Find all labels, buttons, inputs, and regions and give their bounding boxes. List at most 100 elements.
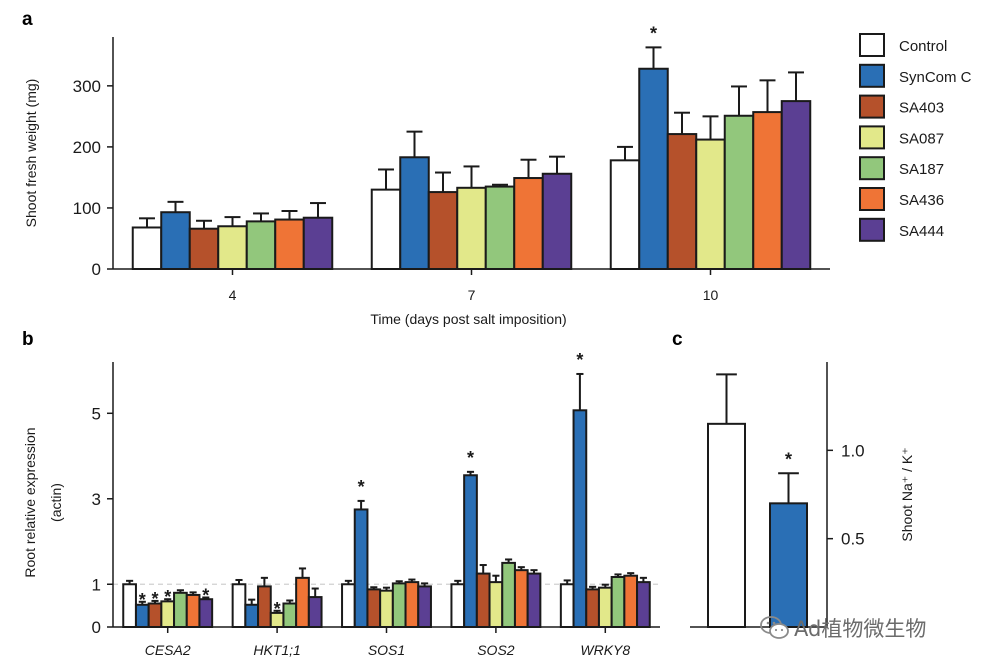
bar-a-sa403 [666,133,698,270]
bar-a-syncom-c [399,156,430,270]
y-axis-label-b-line1: Root relative expression [22,427,38,577]
gene-label: WRKY8 [580,642,630,658]
bar-b-syncom-c [244,603,260,628]
bar-b-sa436 [185,593,201,628]
bar-b-syncom-c-significance: * [467,448,474,468]
legend-swatch [859,33,885,57]
bar-a-sa187 [723,114,755,271]
bar-b-sa436 [623,574,639,628]
bar-a-control [131,226,163,270]
y-axis-label-a: Shoot fresh weight (mg) [23,79,39,228]
bar-b-sa436 [404,581,420,629]
bar-a-control [609,159,641,270]
legend-swatch [859,217,885,242]
bar-a-syncom-c [160,211,191,270]
bar-a-sa436 [274,218,305,270]
bar-a-sa187 [245,220,277,271]
bar-b-sa403 [475,572,491,628]
bar-b-sa087-significance: * [164,587,171,607]
y-tick-label-a: 100 [73,199,101,218]
y-tick-label-a: 200 [73,138,101,157]
bar-b-sa403 [366,588,382,628]
legend-label: SA187 [899,161,944,178]
bar-b-control [122,583,137,628]
x-tick-label-a: 4 [229,287,237,303]
bar-a-sa087 [695,138,726,270]
legend-swatch [859,187,885,211]
panel-c-chart: 0.5 1.0 Shoot Na⁺ / K⁺ * [690,362,915,629]
bar-b-sa087-significance: * [274,599,281,619]
bar-a-sa436 [752,111,783,270]
bar-b-sa436 [513,569,529,628]
y-tick-label-b: 5 [92,404,101,423]
bar-b-syncom-c [353,508,369,629]
bar-a-sa444 [780,100,812,270]
bar-b-sa444 [417,585,432,628]
gene-label: SOS2 [477,642,515,658]
bar-a-control [370,188,402,270]
gene-label: SOS1 [368,642,405,658]
bar-a-sa087 [217,225,248,270]
panel-label-b: b [22,329,34,350]
bar-b-control [450,583,466,628]
gene-label: CESA2 [145,642,191,658]
x-axis-label-a: Time (days post salt imposition) [370,311,566,327]
y-axis-label-b: Root relative expression (actin) [22,427,64,577]
y-tick-label-b: 0 [92,618,101,637]
watermark: Ad植物微生物 [760,613,926,643]
bar-b-sa403 [585,588,600,628]
bar-b-sa087 [597,586,613,629]
bar-b-syncom-c [463,474,478,629]
legend-swatch [859,125,885,150]
bar-b-sa444 [526,572,542,628]
y-tick-label-a: 0 [92,260,101,279]
panel-label-c: c [672,329,683,350]
legend: Control SynCom C SA403 SA087 SA187 SA436 SA444 [859,33,972,242]
bar-c-syncom-c-significance: * [785,449,792,469]
bar-a-sa436 [513,177,544,271]
bar-a-sa087 [456,186,487,270]
bar-b-control [559,583,575,628]
bar-b-syncom-c-significance: * [576,350,583,370]
legend-label: SynCom C [899,69,972,86]
legend-swatch [859,156,885,181]
bar-b-sa444 [636,581,651,629]
bar-b-sa187 [610,575,626,629]
gene-label: HKT1;1 [253,642,300,658]
bar-b-sa403-significance: * [151,589,158,609]
legend-swatch [859,63,885,88]
legend-label: SA087 [899,130,944,147]
watermark-text: Ad植物微生物 [794,617,927,641]
bar-b-control [231,583,247,628]
panel-label-a: a [22,9,33,30]
bar-b-sa187 [501,561,516,628]
bar-b-sa403 [257,585,272,628]
bar-a-sa444 [541,172,573,270]
bar-b-sa187 [282,602,298,629]
legend-label: SA436 [899,192,944,209]
bar-b-sa087 [379,589,394,629]
bar-a-syncom-c-significance: * [650,23,657,43]
y-tick-label-a: 300 [73,77,101,96]
bar-b-sa187 [391,582,407,628]
bar-c-syncom-c [769,502,808,629]
panel-a-chart: 0 100 200 300 Shoot fresh weight (mg) Time (d… [23,23,830,327]
bar-b-syncom-c-significance: * [139,590,146,610]
y-tick-label-c: 0.5 [841,530,865,549]
bar-b-sa187 [173,591,188,629]
x-tick-label-a: 10 [703,287,719,303]
x-tick-label-a: 7 [468,287,476,303]
y-tick-label-b: 1 [92,575,101,594]
y-axis-label-c: Shoot Na⁺ / K⁺ [899,447,915,541]
legend-label: SA403 [899,100,944,117]
bar-a-sa403 [427,191,459,270]
legend-swatch [859,94,885,119]
y-tick-label-c: 1.0 [841,441,865,460]
y-axis-label-b-line2: (actin) [48,483,64,522]
y-tick-label-b: 3 [92,490,101,509]
bar-b-sa087 [488,581,504,629]
bar-b-sa436 [295,576,310,629]
bar-b-control [341,583,356,628]
legend-label: SA444 [899,223,944,240]
